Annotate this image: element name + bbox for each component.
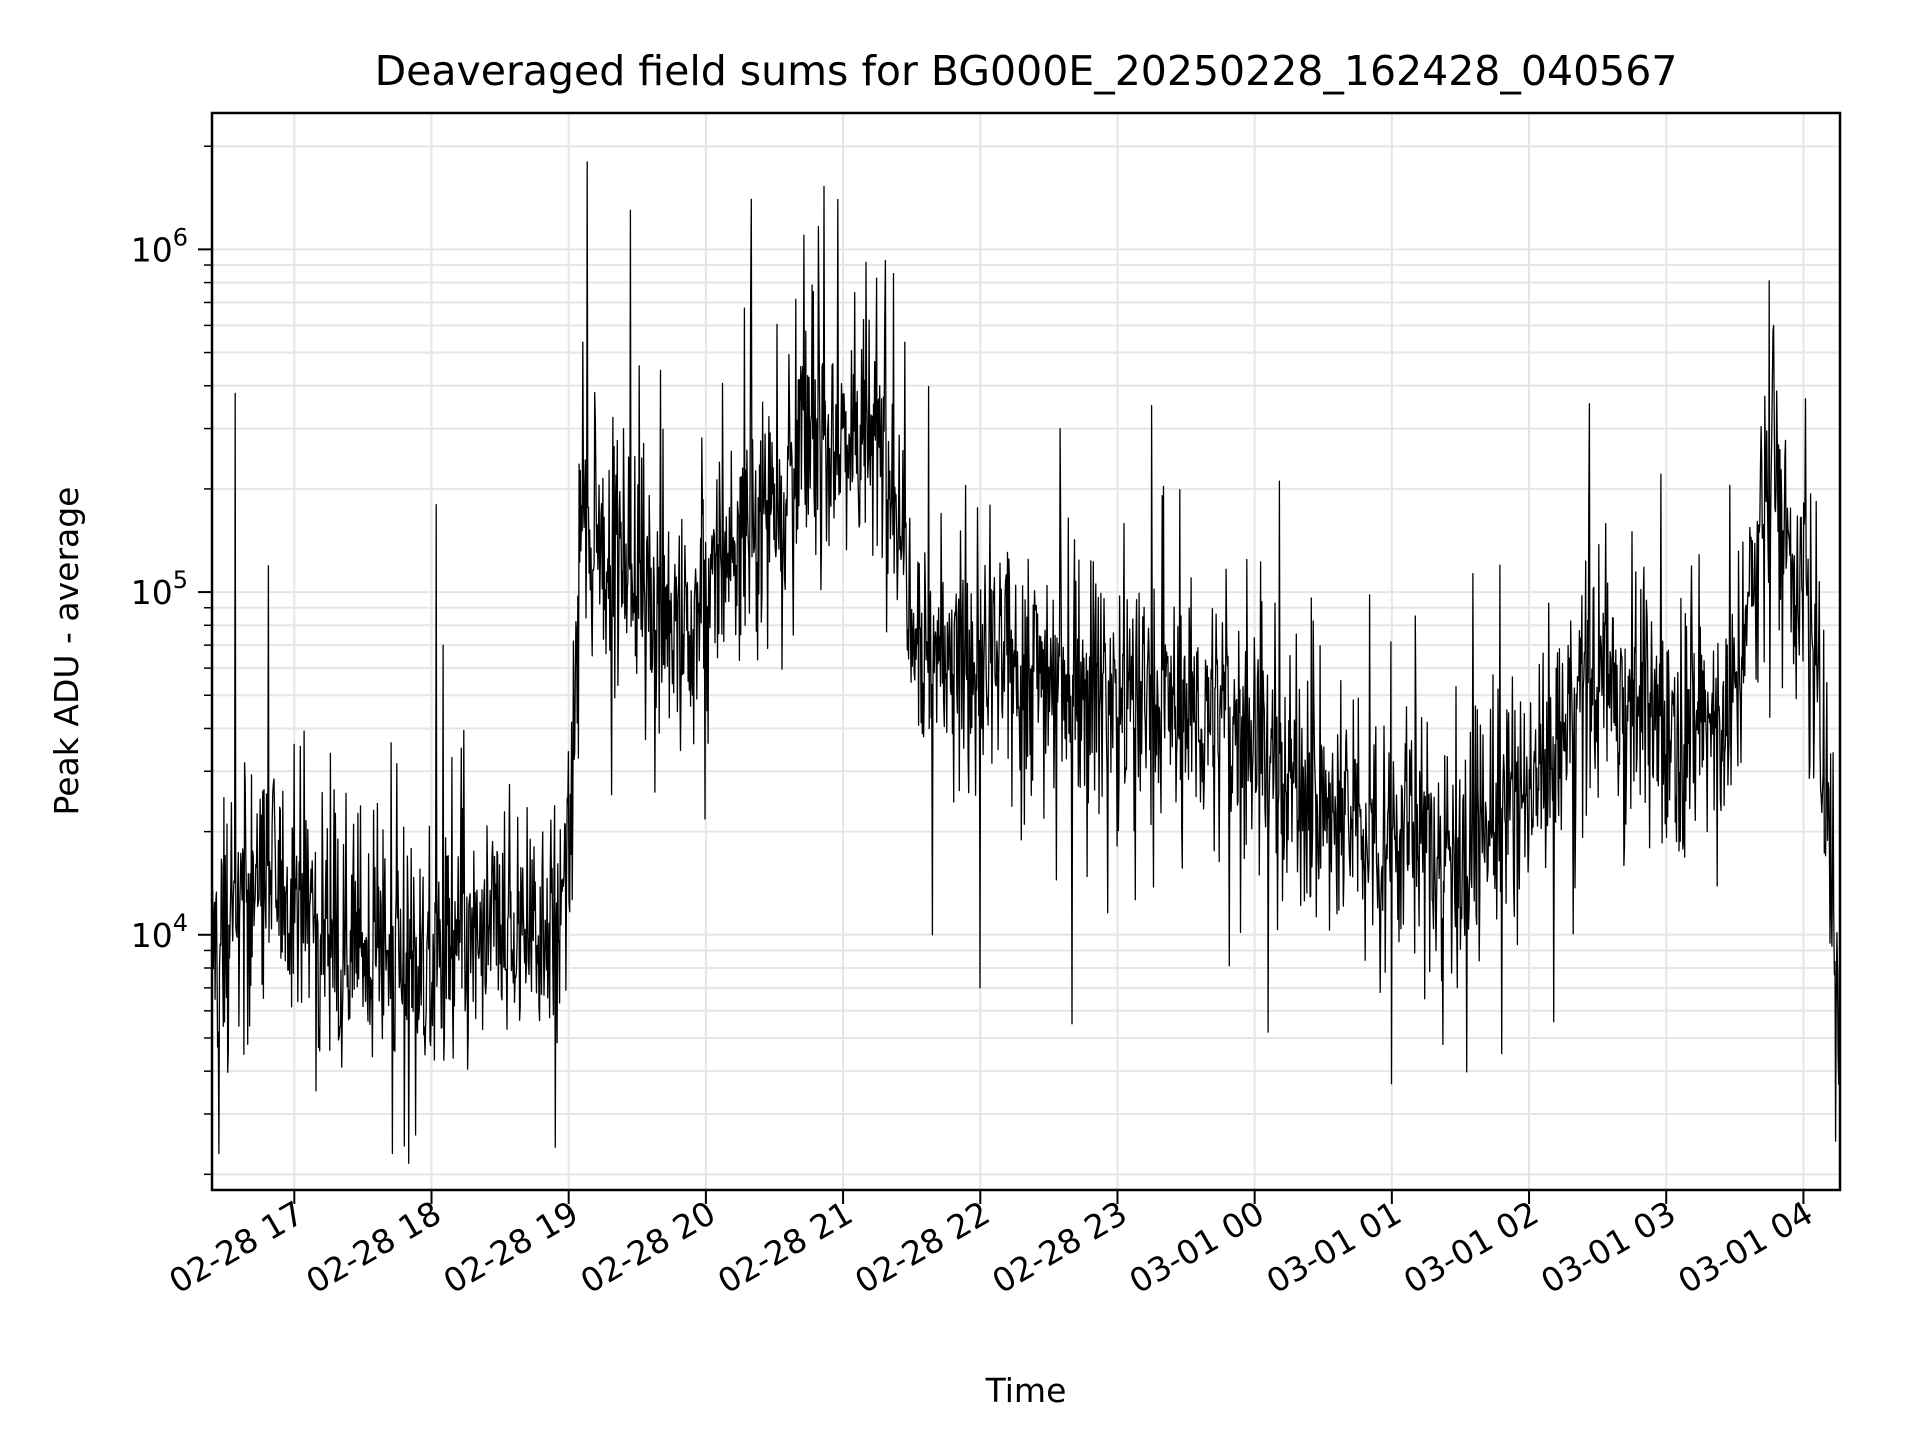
y-axis-label: Peak ADU - average bbox=[47, 487, 86, 816]
x-axis-label: Time bbox=[985, 1371, 1067, 1410]
y-tick-base: 10 bbox=[131, 916, 173, 955]
chart-title: Deaveraged field sums for BG000E_2025022… bbox=[375, 47, 1678, 95]
y-tick-exponent: 6 bbox=[173, 223, 188, 251]
y-tick-exponent: 5 bbox=[173, 566, 188, 594]
grid bbox=[212, 113, 1840, 1190]
series-layer bbox=[212, 161, 1840, 1164]
series-line bbox=[212, 161, 1840, 1164]
y-tick-exponent: 4 bbox=[173, 909, 188, 937]
y-tick-label: 104 bbox=[131, 909, 188, 955]
y-tick-base: 10 bbox=[131, 230, 173, 269]
y-tick-label: 106 bbox=[131, 223, 188, 269]
plot-frame bbox=[210, 111, 1842, 1192]
y-tick-label: 105 bbox=[131, 566, 188, 612]
y-tick-base: 10 bbox=[131, 573, 173, 612]
